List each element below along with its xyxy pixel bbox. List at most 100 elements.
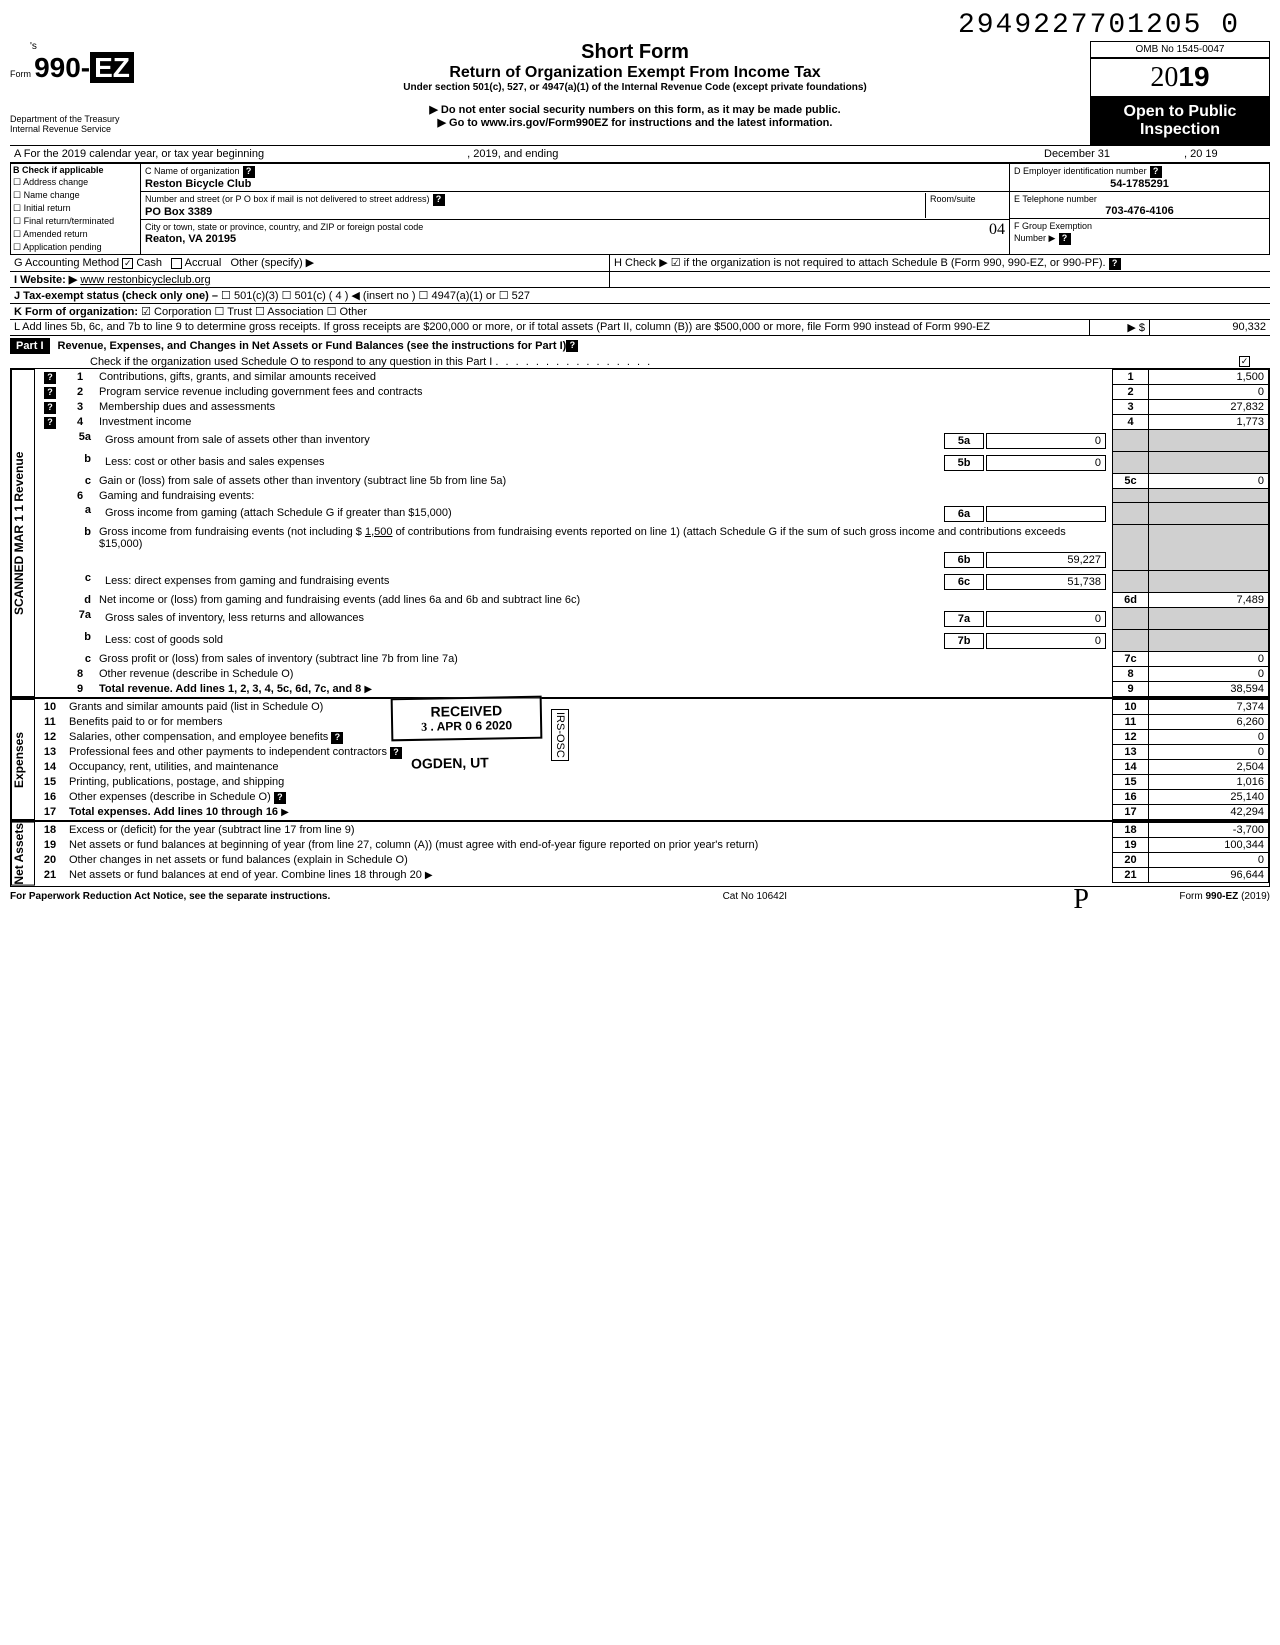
section-i-label: I Website: ▶ bbox=[14, 274, 77, 286]
line-17-text: Total expenses. Add lines 10 through 16 bbox=[69, 806, 278, 818]
section-j-label: J Tax-exempt status (check only one) – bbox=[14, 290, 218, 302]
line-20-val: 0 bbox=[1149, 853, 1269, 868]
section-k-label: K Form of organization: bbox=[14, 306, 138, 318]
short-form-title: Short Form bbox=[180, 41, 1090, 64]
help-icon[interactable]: ? bbox=[1059, 233, 1071, 245]
org-name: Reston Bicycle Club bbox=[145, 178, 1005, 190]
line-7b-val: 0 bbox=[986, 633, 1106, 649]
line-6a-val bbox=[986, 506, 1106, 522]
line-18-text: Excess or (deficit) for the year (subtra… bbox=[65, 823, 1113, 838]
org-city: Reaton, VA 20195 bbox=[145, 233, 1005, 245]
section-a-mid: , 2019, and ending bbox=[267, 148, 558, 160]
line-19-text: Net assets or fund balances at beginning… bbox=[65, 838, 1113, 853]
line-14-val: 2,504 bbox=[1149, 760, 1269, 775]
line-6d-no: d bbox=[65, 593, 95, 608]
section-h-text: H Check ▶ ☑ if the organization is not r… bbox=[614, 257, 1106, 269]
org-address: PO Box 3389 bbox=[145, 206, 925, 218]
check-final-return[interactable]: Final return/terminated bbox=[11, 215, 140, 228]
check-name-change[interactable]: Name change bbox=[11, 189, 140, 202]
line-4-text: Investment income bbox=[95, 415, 1113, 430]
goto-link: ▶ Go to www.irs.gov/Form990EZ for instru… bbox=[180, 116, 1090, 129]
line-9-no: 9 bbox=[65, 682, 95, 697]
line-1-text: Contributions, gifts, grants, and simila… bbox=[95, 370, 1113, 385]
check-amended-return[interactable]: Amended return bbox=[11, 228, 140, 241]
section-d-label: D Employer identification number bbox=[1014, 166, 1147, 176]
line-4-val: 1,773 bbox=[1149, 415, 1269, 430]
line-6-no: 6 bbox=[65, 489, 95, 503]
expenses-vert-label: Expenses bbox=[11, 699, 35, 820]
line-6d-val: 7,489 bbox=[1149, 593, 1269, 608]
line-20-no: 20 bbox=[35, 853, 65, 868]
ogden-stamp: OGDEN, UT bbox=[411, 754, 489, 771]
line-6b-text1: Gross income from fundraising events (no… bbox=[99, 526, 362, 538]
line-17-no: 17 bbox=[35, 805, 65, 820]
line-13-no: 13 bbox=[35, 745, 65, 760]
section-j-opts: ☐ 501(c)(3) ☐ 501(c) ( 4 ) ◀ (insert no … bbox=[221, 290, 530, 302]
omb-number: OMB No 1545-0047 bbox=[1090, 41, 1270, 58]
part1-title: Revenue, Expenses, and Changes in Net As… bbox=[50, 340, 567, 352]
line-2-val: 0 bbox=[1149, 385, 1269, 400]
check-accrual[interactable] bbox=[171, 258, 182, 269]
line-13-text: Professional fees and other payments to … bbox=[69, 746, 387, 758]
check-application-pending[interactable]: Application pending bbox=[11, 241, 140, 254]
line-6a-text: Gross income from gaming (attach Schedul… bbox=[101, 506, 942, 522]
line-5c-no: c bbox=[65, 474, 95, 489]
line-11-no: 11 bbox=[35, 715, 65, 730]
help-icon[interactable]: ? bbox=[1150, 166, 1162, 178]
help-icon[interactable]: ? bbox=[1109, 258, 1121, 270]
line-7c-val: 0 bbox=[1149, 652, 1269, 667]
line-3-val: 27,832 bbox=[1149, 400, 1269, 415]
revenue-section: SCANNED MAR 1 1 Revenue ?1Contributions,… bbox=[10, 368, 1270, 698]
line-5b-val: 0 bbox=[986, 455, 1106, 471]
line-5a-text: Gross amount from sale of assets other t… bbox=[101, 433, 942, 449]
org-info-block: B Check if applicable Address change Nam… bbox=[10, 163, 1270, 255]
section-e-label: E Telephone number bbox=[1014, 194, 1097, 204]
footer-left: For Paperwork Reduction Act Notice, see … bbox=[10, 891, 330, 902]
help-icon[interactable]: ? bbox=[433, 194, 445, 206]
addr-label: Number and street (or P O box if mail is… bbox=[145, 194, 429, 204]
line-18-no: 18 bbox=[35, 823, 65, 838]
line-10-no: 10 bbox=[35, 700, 65, 715]
check-initial-return[interactable]: Initial return bbox=[11, 202, 140, 215]
ein-value: 54-1785291 bbox=[1014, 178, 1265, 190]
line-8-text: Other revenue (describe in Schedule O) bbox=[95, 667, 1113, 682]
line-20-text: Other changes in net assets or fund bala… bbox=[65, 853, 1113, 868]
line-1-val: 1,500 bbox=[1149, 370, 1269, 385]
line-10-val: 7,374 bbox=[1149, 700, 1269, 715]
section-a-row: A For the 2019 calendar year, or tax yea… bbox=[10, 145, 1270, 163]
dept-irs: Internal Revenue Service bbox=[10, 124, 180, 134]
website-value: www restonbicycleclub.org bbox=[80, 274, 210, 286]
net-assets-section: Net Assets 18Excess or (deficit) for the… bbox=[10, 821, 1270, 887]
netassets-vert-label: Net Assets bbox=[11, 822, 35, 886]
line-15-val: 1,016 bbox=[1149, 775, 1269, 790]
open-to-public: Open to Public bbox=[1092, 103, 1268, 121]
line-21-text: Net assets or fund balances at end of ye… bbox=[69, 869, 422, 881]
check-cash[interactable] bbox=[122, 258, 133, 269]
section-c-label: C Name of organization bbox=[145, 166, 240, 176]
form-prefix: Form bbox=[10, 69, 31, 79]
line-6c-val: 51,738 bbox=[986, 574, 1106, 590]
section-i-row: I Website: ▶ www restonbicycleclub.org bbox=[10, 272, 1270, 288]
help-icon[interactable]: ? bbox=[566, 340, 578, 352]
line-6b-no: b bbox=[65, 525, 95, 571]
line-5b-text: Less: cost or other basis and sales expe… bbox=[101, 455, 942, 471]
section-l-arrow: ▶ $ bbox=[1090, 320, 1150, 335]
line-18-val: -3,700 bbox=[1149, 823, 1269, 838]
check-schedule-o[interactable] bbox=[1239, 356, 1250, 367]
section-l-value: 90,332 bbox=[1150, 320, 1270, 335]
section-g-row: G Accounting Method Cash Accrual Other (… bbox=[10, 255, 1270, 272]
section-g-label: G Accounting Method bbox=[14, 257, 119, 269]
part1-header: Part I Revenue, Expenses, and Changes in… bbox=[10, 336, 1270, 356]
line-5c-text: Gain or (loss) from sale of assets other… bbox=[95, 474, 1113, 489]
line-9-val: 38,594 bbox=[1149, 682, 1269, 697]
line-16-val: 25,140 bbox=[1149, 790, 1269, 805]
line-14-text: Occupancy, rent, utilities, and maintena… bbox=[65, 760, 1113, 775]
line-8-val: 0 bbox=[1149, 667, 1269, 682]
help-icon[interactable]: ? bbox=[243, 166, 255, 178]
line-5a-val: 0 bbox=[986, 433, 1106, 449]
line-21-no: 21 bbox=[35, 868, 65, 883]
signature-mark: P bbox=[1073, 884, 1089, 916]
check-address-change[interactable]: Address change bbox=[11, 176, 140, 189]
line-12-val: 0 bbox=[1149, 730, 1269, 745]
line-7b-no: b bbox=[65, 630, 95, 652]
